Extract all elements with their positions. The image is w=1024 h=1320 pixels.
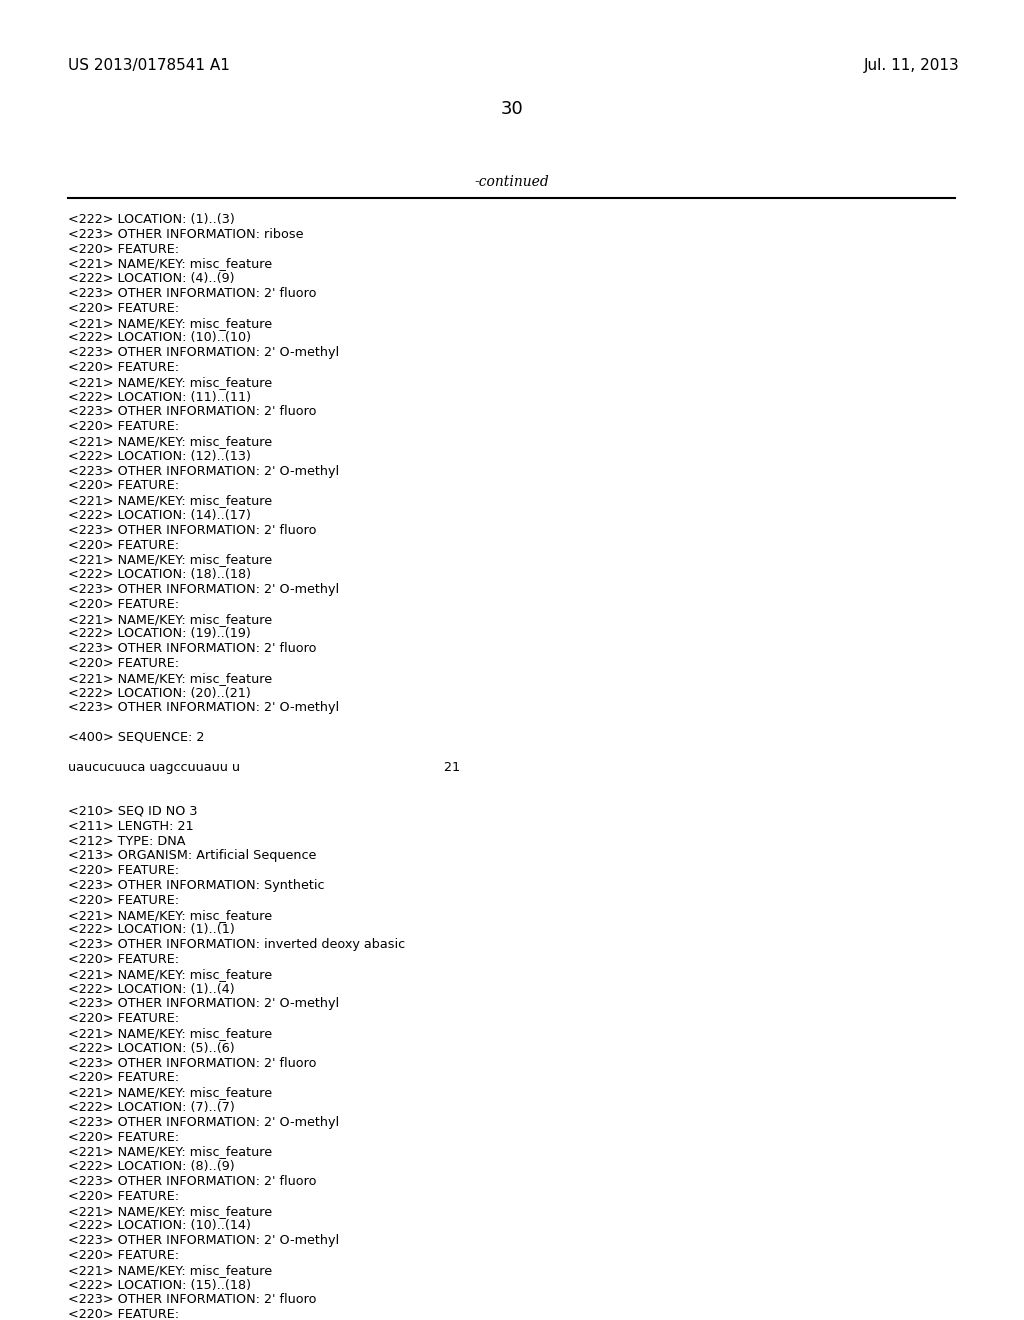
Text: <221> NAME/KEY: misc_feature: <221> NAME/KEY: misc_feature (68, 1086, 272, 1100)
Text: <223> OTHER INFORMATION: ribose: <223> OTHER INFORMATION: ribose (68, 228, 303, 240)
Text: <222> LOCATION: (7)..(7): <222> LOCATION: (7)..(7) (68, 1101, 234, 1114)
Text: <222> LOCATION: (5)..(6): <222> LOCATION: (5)..(6) (68, 1041, 234, 1055)
Text: <221> NAME/KEY: misc_feature: <221> NAME/KEY: misc_feature (68, 1146, 272, 1159)
Text: <222> LOCATION: (15)..(18): <222> LOCATION: (15)..(18) (68, 1279, 251, 1291)
Text: <222> LOCATION: (18)..(18): <222> LOCATION: (18)..(18) (68, 568, 251, 581)
Text: <221> NAME/KEY: misc_feature: <221> NAME/KEY: misc_feature (68, 436, 272, 447)
Text: <222> LOCATION: (20)..(21): <222> LOCATION: (20)..(21) (68, 686, 251, 700)
Text: <210> SEQ ID NO 3: <210> SEQ ID NO 3 (68, 805, 198, 818)
Text: <221> NAME/KEY: misc_feature: <221> NAME/KEY: misc_feature (68, 968, 272, 981)
Text: <220> FEATURE:: <220> FEATURE: (68, 894, 179, 907)
Text: <220> FEATURE:: <220> FEATURE: (68, 657, 179, 671)
Text: <221> NAME/KEY: misc_feature: <221> NAME/KEY: misc_feature (68, 317, 272, 330)
Text: <220> FEATURE:: <220> FEATURE: (68, 302, 179, 314)
Text: <220> FEATURE:: <220> FEATURE: (68, 479, 179, 492)
Text: <222> LOCATION: (1)..(4): <222> LOCATION: (1)..(4) (68, 982, 234, 995)
Text: <221> NAME/KEY: misc_feature: <221> NAME/KEY: misc_feature (68, 908, 272, 921)
Text: <223> OTHER INFORMATION: 2' fluoro: <223> OTHER INFORMATION: 2' fluoro (68, 286, 316, 300)
Text: <220> FEATURE:: <220> FEATURE: (68, 1308, 179, 1320)
Text: <223> OTHER INFORMATION: 2' fluoro: <223> OTHER INFORMATION: 2' fluoro (68, 1175, 316, 1188)
Text: <223> OTHER INFORMATION: 2' fluoro: <223> OTHER INFORMATION: 2' fluoro (68, 1056, 316, 1069)
Text: <222> LOCATION: (1)..(3): <222> LOCATION: (1)..(3) (68, 213, 234, 226)
Text: <222> LOCATION: (1)..(1): <222> LOCATION: (1)..(1) (68, 924, 234, 936)
Text: <222> LOCATION: (11)..(11): <222> LOCATION: (11)..(11) (68, 391, 251, 404)
Text: <223> OTHER INFORMATION: 2' fluoro: <223> OTHER INFORMATION: 2' fluoro (68, 1294, 316, 1307)
Text: <223> OTHER INFORMATION: 2' fluoro: <223> OTHER INFORMATION: 2' fluoro (68, 524, 316, 537)
Text: <221> NAME/KEY: misc_feature: <221> NAME/KEY: misc_feature (68, 1205, 272, 1217)
Text: <221> NAME/KEY: misc_feature: <221> NAME/KEY: misc_feature (68, 1027, 272, 1040)
Text: <222> LOCATION: (12)..(13): <222> LOCATION: (12)..(13) (68, 450, 251, 463)
Text: <223> OTHER INFORMATION: 2' O-methyl: <223> OTHER INFORMATION: 2' O-methyl (68, 701, 339, 714)
Text: <222> LOCATION: (8)..(9): <222> LOCATION: (8)..(9) (68, 1160, 234, 1173)
Text: <222> LOCATION: (4)..(9): <222> LOCATION: (4)..(9) (68, 272, 234, 285)
Text: <220> FEATURE:: <220> FEATURE: (68, 539, 179, 552)
Text: <221> NAME/KEY: misc_feature: <221> NAME/KEY: misc_feature (68, 257, 272, 271)
Text: <221> NAME/KEY: misc_feature: <221> NAME/KEY: misc_feature (68, 672, 272, 685)
Text: <223> OTHER INFORMATION: 2' O-methyl: <223> OTHER INFORMATION: 2' O-methyl (68, 1115, 339, 1129)
Text: <223> OTHER INFORMATION: 2' O-methyl: <223> OTHER INFORMATION: 2' O-methyl (68, 346, 339, 359)
Text: <220> FEATURE:: <220> FEATURE: (68, 1072, 179, 1085)
Text: <211> LENGTH: 21: <211> LENGTH: 21 (68, 820, 194, 833)
Text: <221> NAME/KEY: misc_feature: <221> NAME/KEY: misc_feature (68, 553, 272, 566)
Text: <220> FEATURE:: <220> FEATURE: (68, 598, 179, 611)
Text: <220> FEATURE:: <220> FEATURE: (68, 1131, 179, 1143)
Text: <220> FEATURE:: <220> FEATURE: (68, 1249, 179, 1262)
Text: <223> OTHER INFORMATION: inverted deoxy abasic: <223> OTHER INFORMATION: inverted deoxy … (68, 939, 406, 952)
Text: <223> OTHER INFORMATION: 2' O-methyl: <223> OTHER INFORMATION: 2' O-methyl (68, 1234, 339, 1247)
Text: <220> FEATURE:: <220> FEATURE: (68, 420, 179, 433)
Text: <223> OTHER INFORMATION: 2' fluoro: <223> OTHER INFORMATION: 2' fluoro (68, 405, 316, 418)
Text: Jul. 11, 2013: Jul. 11, 2013 (864, 58, 961, 73)
Text: <223> OTHER INFORMATION: Synthetic: <223> OTHER INFORMATION: Synthetic (68, 879, 325, 892)
Text: <221> NAME/KEY: misc_feature: <221> NAME/KEY: misc_feature (68, 1263, 272, 1276)
Text: <220> FEATURE:: <220> FEATURE: (68, 243, 179, 256)
Text: <220> FEATURE:: <220> FEATURE: (68, 1189, 179, 1203)
Text: <220> FEATURE:: <220> FEATURE: (68, 865, 179, 878)
Text: <400> SEQUENCE: 2: <400> SEQUENCE: 2 (68, 731, 205, 744)
Text: <222> LOCATION: (14)..(17): <222> LOCATION: (14)..(17) (68, 510, 251, 521)
Text: <221> NAME/KEY: misc_feature: <221> NAME/KEY: misc_feature (68, 494, 272, 507)
Text: <223> OTHER INFORMATION: 2' O-methyl: <223> OTHER INFORMATION: 2' O-methyl (68, 465, 339, 478)
Text: -continued: -continued (475, 176, 549, 189)
Text: <221> NAME/KEY: misc_feature: <221> NAME/KEY: misc_feature (68, 376, 272, 389)
Text: <213> ORGANISM: Artificial Sequence: <213> ORGANISM: Artificial Sequence (68, 849, 316, 862)
Text: <220> FEATURE:: <220> FEATURE: (68, 360, 179, 374)
Text: <221> NAME/KEY: misc_feature: <221> NAME/KEY: misc_feature (68, 612, 272, 626)
Text: <222> LOCATION: (10)..(14): <222> LOCATION: (10)..(14) (68, 1220, 251, 1233)
Text: <222> LOCATION: (10)..(10): <222> LOCATION: (10)..(10) (68, 331, 251, 345)
Text: <223> OTHER INFORMATION: 2' O-methyl: <223> OTHER INFORMATION: 2' O-methyl (68, 583, 339, 597)
Text: <223> OTHER INFORMATION: 2' fluoro: <223> OTHER INFORMATION: 2' fluoro (68, 643, 316, 655)
Text: <212> TYPE: DNA: <212> TYPE: DNA (68, 834, 185, 847)
Text: <220> FEATURE:: <220> FEATURE: (68, 1012, 179, 1026)
Text: <223> OTHER INFORMATION: 2' O-methyl: <223> OTHER INFORMATION: 2' O-methyl (68, 998, 339, 1010)
Text: uaucucuuca uagccuuauu u                                                   21: uaucucuuca uagccuuauu u 21 (68, 760, 460, 774)
Text: <222> LOCATION: (19)..(19): <222> LOCATION: (19)..(19) (68, 627, 251, 640)
Text: 30: 30 (501, 100, 523, 117)
Text: <220> FEATURE:: <220> FEATURE: (68, 953, 179, 966)
Text: US 2013/0178541 A1: US 2013/0178541 A1 (68, 58, 229, 73)
